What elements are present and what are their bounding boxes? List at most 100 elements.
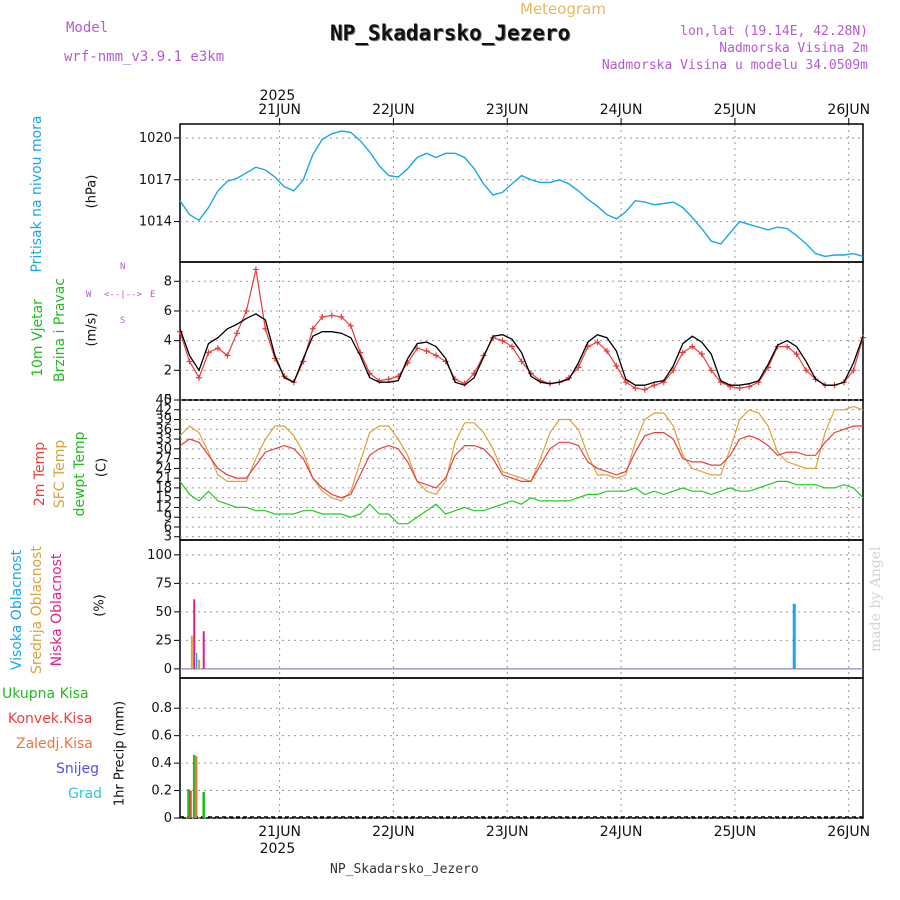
gust-marker <box>309 325 316 332</box>
cloud-bar <box>193 599 196 669</box>
meteogram-label: Meteogram <box>520 0 606 18</box>
y-tick-label: 8 <box>164 274 172 289</box>
y-tick-label: 0 <box>164 811 172 826</box>
precip-bar <box>187 789 190 818</box>
year-label-bottom: 2025 <box>260 841 296 857</box>
compass-east: E <box>150 290 156 300</box>
model-label: Model <box>66 20 109 36</box>
gust-marker <box>594 339 601 346</box>
page-title: NP_Skadarsko_Jezero <box>330 21 571 45</box>
sfc-temp-line <box>179 405 864 502</box>
compass-north: N <box>120 262 126 272</box>
time-label-bottom: 21JUN <box>258 824 301 840</box>
time-label-top: 25JUN <box>714 102 757 118</box>
wind-speed-line <box>179 313 864 386</box>
gust-marker <box>613 362 620 369</box>
time-label-top: 22JUN <box>372 102 415 118</box>
gust-line <box>179 269 864 391</box>
gust-marker <box>205 349 212 356</box>
gust-marker <box>689 343 696 350</box>
gust-marker <box>243 307 250 314</box>
gust-marker <box>670 367 677 374</box>
y-tick-label: 21 <box>155 471 172 486</box>
precip-bar <box>192 754 196 818</box>
y-tick-label: 1017 <box>139 173 172 188</box>
compass-legend: N W <--|--> E S <box>86 262 155 326</box>
model-name: wrf-nmm_v3.9.1 e3km <box>64 49 225 65</box>
gust-marker <box>433 352 440 359</box>
gust-marker <box>803 367 810 374</box>
legend-conv-precip: Konvek.Kisa <box>8 711 93 727</box>
y-tick-label: 9 <box>164 510 172 525</box>
time-label-bottom: 23JUN <box>486 824 529 840</box>
time-label-top: 26JUN <box>827 102 870 118</box>
gust-marker <box>338 313 345 320</box>
panel-frame <box>179 123 864 263</box>
gust-marker <box>509 343 516 350</box>
time-label-bottom: 26JUN <box>827 824 870 840</box>
year-label-top: 2025 <box>260 88 296 104</box>
gust-marker <box>347 322 354 329</box>
y-tick-label: 27 <box>155 452 172 467</box>
legend-total-precip: Ukupna Kisa <box>2 686 89 702</box>
time-label-top: 24JUN <box>600 102 643 118</box>
gust-marker <box>423 348 430 355</box>
y-tick-label: 1020 <box>139 131 172 146</box>
gust-marker <box>784 343 791 350</box>
precip-bar <box>189 790 192 818</box>
precip-bar <box>194 756 198 818</box>
time-label-bottom: 24JUN <box>600 824 643 840</box>
y-tick-label: 4 <box>164 334 172 349</box>
gust-marker <box>698 351 705 357</box>
gust-marker <box>679 349 686 356</box>
altitude-label: Nadmorska Visina 2m <box>719 41 868 56</box>
y-tick-label: 30 <box>155 442 172 457</box>
compass-west: W <box>86 290 92 300</box>
gust-marker <box>641 386 648 393</box>
panel-frame <box>179 539 864 679</box>
t2m-line <box>179 425 863 499</box>
time-label-top: 23JUN <box>486 102 529 118</box>
y-tick-label: 3 <box>164 530 172 545</box>
cloud-bar <box>195 652 198 669</box>
gust-marker <box>622 379 629 386</box>
legend-frozen-precip: Zaledj.Kisa <box>16 736 93 752</box>
gust-marker <box>746 383 753 390</box>
y-tick-label: 39 <box>155 413 172 428</box>
y-tick-label: 33 <box>155 432 172 447</box>
gust-marker <box>708 367 715 374</box>
legend-graupel: Grad <box>68 786 103 802</box>
gust-marker <box>518 358 525 365</box>
cloud-bar <box>202 631 205 669</box>
time-label-bottom: 22JUN <box>372 824 415 840</box>
gust-marker <box>651 382 658 389</box>
compass-south: S <box>120 316 126 326</box>
time-label-bottom: 25JUN <box>714 824 757 840</box>
cloud-bar <box>197 659 200 669</box>
legend-snow: Snijeg <box>56 761 100 777</box>
y-tick-label: 6 <box>164 520 172 535</box>
gust-marker <box>319 313 326 320</box>
panel-frame <box>179 399 864 541</box>
y-tick-label: 2 <box>164 363 172 378</box>
gust-marker <box>632 385 639 392</box>
y-tick-label: 0.6 <box>151 729 172 744</box>
y-tick-label: 6 <box>164 304 172 319</box>
time-label-top: 21JUN <box>258 102 301 118</box>
gust-marker <box>195 374 202 381</box>
y-tick-label: 0.2 <box>151 784 172 799</box>
gust-marker <box>414 345 421 352</box>
y-tick-label: 42 <box>155 403 172 418</box>
gust-marker <box>186 358 193 365</box>
y-tick-label: 50 <box>155 605 172 620</box>
model-altitude-label: Nadmorska Visina u modelu 34.0509m <box>601 58 868 73</box>
gust-marker <box>252 266 259 273</box>
gust-marker <box>233 330 240 337</box>
y-tick-label: 36 <box>155 422 172 437</box>
pressure-line <box>179 130 864 258</box>
cloud-bar <box>792 603 796 669</box>
y-tick-label: 12 <box>155 500 172 515</box>
y-tick-label: 0 <box>164 393 172 408</box>
y-tick-label: 100 <box>147 548 172 563</box>
